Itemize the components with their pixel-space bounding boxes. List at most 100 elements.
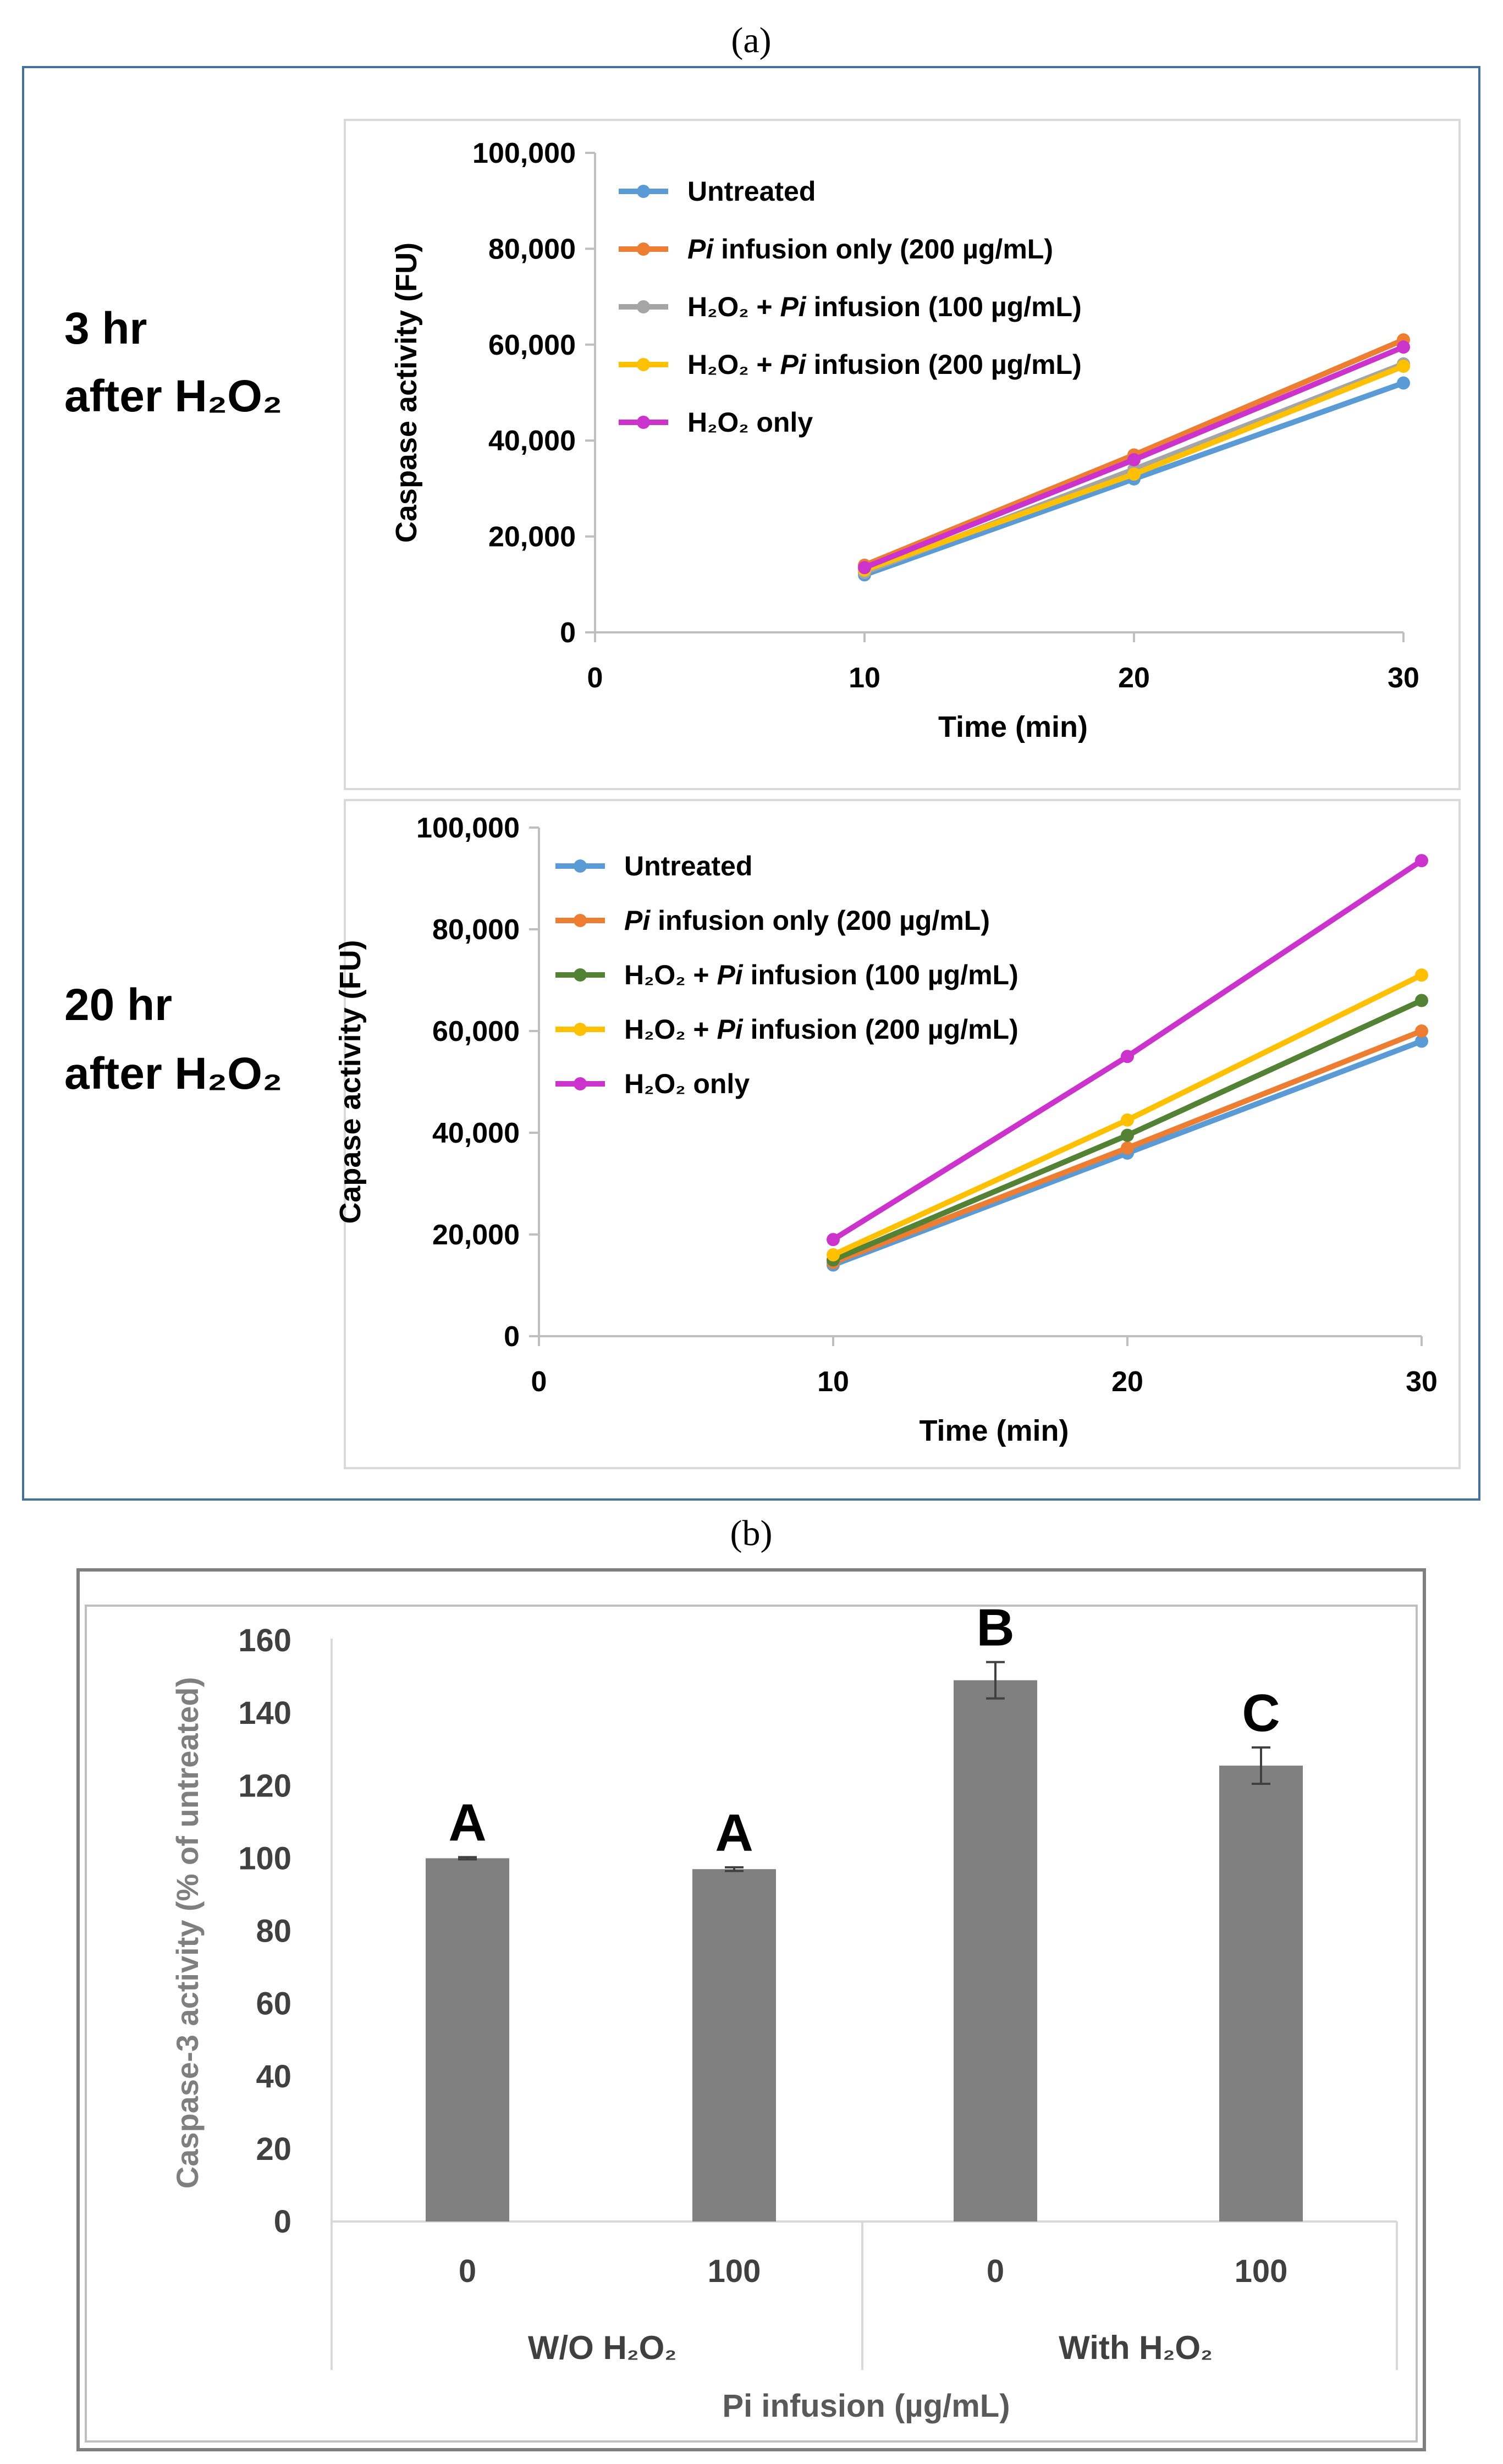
chart2-frame <box>344 799 1461 1469</box>
c2-y-tick-label: 0 <box>504 1321 520 1353</box>
c2-legend-label-2: H₂O₂ + Pi infusion (100 µg/mL) <box>624 960 1018 990</box>
c2-series-4-point <box>1121 1050 1134 1063</box>
bar-2-significance-letter: B <box>976 1598 1014 1657</box>
bar-3 <box>1219 1765 1303 2222</box>
bar-2 <box>954 1680 1037 2222</box>
c2-y-tick-label: 80,000 <box>432 914 520 946</box>
bar-chart-caspase3: 0 20 40 60 80 100 120 140 160 A 0 A 100 B 0 C 100 W/O H₂O… <box>170 1598 1398 2424</box>
c1-y-tick-label: 100,000 <box>472 137 576 169</box>
bar-1 <box>692 1869 776 2222</box>
c2-legend-label-3: H₂O₂ + Pi infusion (200 µg/mL) <box>624 1014 1018 1045</box>
c1-legend-marker-2 <box>637 300 650 313</box>
c1-legend-label-0: Untreated <box>687 176 816 207</box>
c1-x-tick-label: 0 <box>587 662 603 694</box>
c1-x-tick-label: 30 <box>1388 662 1419 694</box>
c2-legend-marker-1 <box>574 914 587 927</box>
bar-y-tick-label: 160 <box>238 1623 291 1658</box>
c2-series-1-point <box>1415 1024 1428 1038</box>
bar-category-label: 0 <box>987 2253 1004 2289</box>
c2-series-1-point <box>1121 1141 1134 1155</box>
c1-legend-marker-1 <box>637 242 650 256</box>
c1-legend-label-3: H₂O₂ + Pi infusion (200 µg/mL) <box>687 349 1082 380</box>
chart1-frame <box>344 119 1461 790</box>
bar-y-tick-label: 80 <box>256 1914 291 1949</box>
c2-legend-label-0: Untreated <box>624 851 752 881</box>
c1-series-4-point <box>1127 453 1141 467</box>
bar-0 <box>426 1858 509 2222</box>
c2-y-tick-label: 40,000 <box>432 1117 520 1149</box>
c2-y-tick-label: 20,000 <box>432 1219 520 1251</box>
c1-legend-marker-4 <box>637 416 650 429</box>
bar-y-tick-label: 60 <box>256 1986 291 2022</box>
bar-category-label: 100 <box>1235 2253 1288 2289</box>
panel-a-label: (a) <box>731 20 771 60</box>
c2-series-2-point <box>1415 994 1428 1007</box>
c2-x-axis-title: Time (min) <box>919 1414 1069 1447</box>
c2-series-4-point <box>827 1233 840 1247</box>
bar-y-tick-label: 20 <box>256 2131 291 2167</box>
c2-legend-marker-2 <box>574 968 587 982</box>
panel-b-inner-frame <box>85 1605 1418 2443</box>
c1-series-4-point <box>1397 340 1410 354</box>
c2-legend-label-4: H₂O₂ only <box>624 1068 750 1099</box>
bar-y-tick-label: 0 <box>274 2204 291 2240</box>
c2-series-3-point <box>827 1248 840 1261</box>
bar-category-label: 0 <box>459 2253 476 2289</box>
c2-legend-marker-4 <box>574 1077 587 1090</box>
c1-series-3-point <box>1127 467 1141 481</box>
bar-x-axis-title: Pi infusion (µg/mL) <box>722 2388 1010 2424</box>
bar-3-significance-letter: C <box>1242 1684 1280 1743</box>
c2-series-0-point <box>1415 1034 1428 1048</box>
bar-category-label: 100 <box>708 2253 761 2289</box>
side-label-bottom-line2: after H₂O₂ <box>64 1049 282 1099</box>
c1-y-tick-label: 60,000 <box>488 329 576 361</box>
c2-y-axis-title: Capase activity (FU) <box>334 940 367 1223</box>
c2-y-tick-label: 100,000 <box>416 812 520 844</box>
bar-y-tick-label: 100 <box>238 1840 291 1876</box>
c1-y-tick-label: 40,000 <box>488 425 576 457</box>
bar-group-label-1: With H₂O₂ <box>1059 2329 1213 2366</box>
c1-legend-label-2: H₂O₂ + Pi infusion (100 µg/mL) <box>687 291 1082 322</box>
bar-1-significance-letter: A <box>715 1804 753 1862</box>
c1-x-axis-title: Time (min) <box>938 710 1088 743</box>
c2-legend-marker-0 <box>574 859 587 873</box>
c2-series-3-point <box>1415 968 1428 982</box>
c1-y-tick-label: 80,000 <box>488 233 576 265</box>
c2-y-tick-label: 60,000 <box>432 1016 520 1048</box>
c1-y-axis-title: Caspase activity (FU) <box>390 242 423 543</box>
bar-y-axis-title: Caspase-3 activity (% of untreated) <box>170 1677 205 2189</box>
side-label-top-line1: 3 hr <box>64 304 147 354</box>
c1-series-3-point <box>1397 360 1410 373</box>
c2-x-tick-label: 0 <box>531 1366 547 1398</box>
bar-group-label-0: W/O H₂O₂ <box>528 2329 676 2366</box>
c2-legend-label-1: Pi infusion only (200 µg/mL) <box>624 905 990 936</box>
bar-y-tick-label: 40 <box>256 2059 291 2094</box>
c1-legend-label-1: Pi infusion only (200 µg/mL) <box>687 234 1053 264</box>
c2-x-tick-label: 20 <box>1111 1366 1143 1398</box>
bar-0-significance-letter: A <box>448 1793 486 1852</box>
c1-legend-marker-0 <box>637 185 650 198</box>
c1-legend-label-4: H₂O₂ only <box>687 407 813 438</box>
panel-a-frame <box>22 66 1480 1501</box>
c2-series-3-point <box>1121 1113 1134 1127</box>
c2-x-tick-label: 10 <box>817 1366 849 1398</box>
c1-y-tick-label: 0 <box>560 617 576 649</box>
c2-x-tick-label: 30 <box>1406 1366 1438 1398</box>
c1-y-tick-label: 20,000 <box>488 521 576 553</box>
c1-series-0-point <box>1397 376 1410 390</box>
c2-series-2-point <box>1121 1128 1134 1142</box>
side-label-top-line2: after H₂O₂ <box>64 371 282 421</box>
bar-y-tick-label: 140 <box>238 1695 291 1731</box>
c1-legend-marker-3 <box>637 358 650 371</box>
c2-series-4-point <box>1415 854 1428 868</box>
side-label-bottom-line1: 20 hr <box>64 980 172 1030</box>
c1-x-tick-label: 10 <box>849 662 880 694</box>
panel-b-label: (b) <box>730 1513 773 1553</box>
c1-x-tick-label: 20 <box>1118 662 1150 694</box>
line-chart-20hr: 0 20,000 40,000 60,000 80,000 100,000 0 10 20 30 T… <box>334 812 1438 1447</box>
c1-series-4-point <box>858 561 871 575</box>
c2-legend-marker-3 <box>574 1023 587 1036</box>
line-chart-3hr: 0 20,000 40,000 60,000 80,000 100,000 0 10 20 30 T… <box>390 137 1419 743</box>
bar-y-tick-label: 120 <box>238 1768 291 1804</box>
